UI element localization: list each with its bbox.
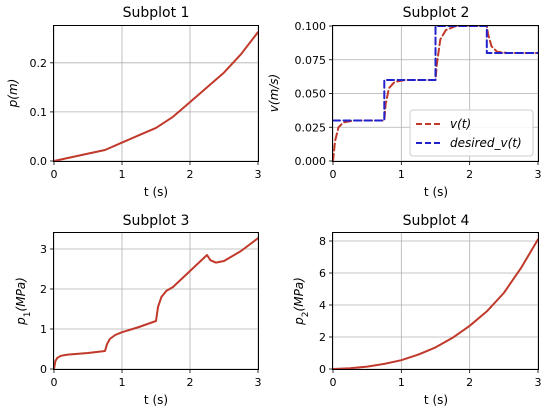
subplot-1: Subplot 1 0 1 2 3 0.0 0.1 0.2 t (s) p(m) (6, 5, 262, 199)
subplot-1-xlabel: t (s) (144, 185, 168, 199)
series-line-2 (332, 25, 539, 122)
subplot-1-ylabel: p(m) (6, 79, 20, 109)
subplot-3-grid (53, 233, 259, 370)
y-tick-label: 0.2 (30, 57, 48, 70)
subplot-2-xlabel: t (s) (424, 185, 448, 199)
x-tick-label: 1 (119, 168, 126, 181)
y-tick-label: 8 (319, 235, 326, 248)
subplot-2-title: Subplot 2 (403, 5, 470, 21)
subplot-4: Subplot 4 0 1 2 3 0 2 4 6 8 t (s) p2(MPa) (292, 213, 542, 407)
y-tick-label: 2 (40, 283, 47, 296)
subplot-4-title: Subplot 4 (403, 213, 470, 229)
x-tick-label: 2 (187, 168, 194, 181)
legend-label-desired-v: desired_v(t) (450, 136, 522, 150)
subplot-4-ticks: 0 1 2 3 0 2 4 6 8 (319, 235, 542, 389)
subplot-3: Subplot 3 0 1 2 3 0 1 2 3 t (s) p1(MPa) (14, 213, 262, 407)
subplot-4-xlabel: t (s) (424, 393, 448, 407)
y-tick-label: 0 (319, 363, 326, 376)
x-tick-label: 1 (398, 168, 405, 181)
series-line-1 (53, 31, 259, 162)
subplot-2-legend: v(t) desired_v(t) (409, 109, 534, 157)
subplot-3-title: Subplot 3 (123, 213, 190, 229)
subplot-1-title: Subplot 1 (123, 5, 190, 21)
subplot-2: Subplot 2 0 1 2 30.0000.0250.0500.0750.100 … (267, 5, 542, 199)
subplot-2-ylabel: v(m/s) (267, 74, 281, 112)
subplot-4-series (332, 238, 539, 370)
x-tick-label: 3 (255, 376, 262, 389)
y-tick-label: 2 (319, 331, 326, 344)
x-tick-label: 3 (535, 168, 542, 181)
subplot-4-ylabel: p2(MPa) (292, 277, 311, 326)
x-tick-label: 0 (330, 168, 337, 181)
y-tick-label: 0.000 (295, 155, 327, 168)
x-tick-label: 2 (187, 376, 194, 389)
y-tick-label: 3 (40, 243, 47, 256)
series-line-1 (53, 237, 259, 370)
subplot-3-frame (53, 232, 259, 370)
subplot-3-xlabel: t (s) (144, 393, 168, 407)
subplot-3-series (53, 237, 259, 370)
subplot-4-frame (332, 232, 539, 370)
x-tick-label: 1 (398, 376, 405, 389)
legend-box (409, 109, 534, 157)
subplot-4-grid (332, 233, 539, 370)
subplot-1-grid (53, 26, 259, 162)
y-tick-label: 0.100 (295, 20, 327, 33)
legend-label-v: v(t) (450, 117, 471, 131)
x-tick-label: 1 (119, 376, 126, 389)
y-tick-label: 0.1 (30, 106, 48, 119)
y-tick-label: 0.050 (295, 88, 327, 101)
x-tick-label: 3 (535, 376, 542, 389)
y-tick-label: 0.0 (30, 155, 48, 168)
subplot-1-frame (53, 25, 259, 162)
subplot-2-ticks: 0 1 2 3 0.000 0.025 0.050 0.075 0.100 (295, 20, 542, 181)
y-tick-label: 0.025 (295, 121, 327, 134)
y-tick-label: 0 (40, 363, 47, 376)
y-tick-label: 0.075 (295, 54, 327, 67)
x-tick-label: 3 (255, 168, 262, 181)
y-tick-label: 6 (319, 267, 326, 280)
x-tick-label: 0 (51, 168, 58, 181)
x-tick-label: 0 (330, 376, 337, 389)
subplot-2-series (332, 25, 539, 162)
subplot-1-series (53, 31, 259, 162)
y-tick-label: 1 (40, 323, 47, 336)
subplot-3-ylabel: p1(MPa) (14, 277, 33, 326)
x-tick-label: 2 (466, 376, 473, 389)
series-line-1 (332, 238, 539, 370)
subplot-3-ticks: 0 1 2 3 0 1 2 3 (40, 243, 262, 389)
x-tick-label: 0 (51, 376, 58, 389)
x-tick-label: 2 (466, 168, 473, 181)
subplot-1-ticks: 0 1 2 3 0.0 0.1 0.2 (30, 57, 262, 181)
y-tick-label: 4 (319, 299, 326, 312)
